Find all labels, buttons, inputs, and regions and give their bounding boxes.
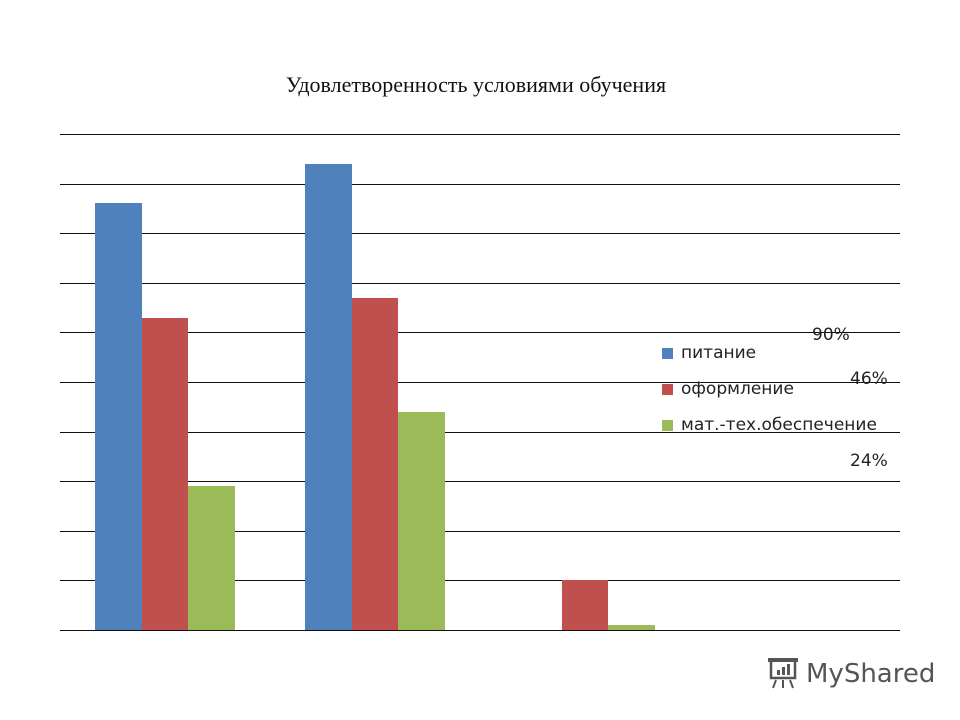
legend-item-oformlenie: оформление	[662, 371, 877, 407]
gridline	[60, 431, 900, 433]
watermark-text: MyShared	[806, 659, 936, 689]
chart-title: Удовлетворенность условиями обучения	[285, 72, 667, 97]
bar-2-3	[398, 411, 446, 630]
gridline	[60, 183, 900, 185]
bar-1-1	[95, 203, 142, 630]
bar-1-3	[188, 486, 236, 630]
bar-3-3	[608, 625, 656, 630]
annotation-90: 90%	[812, 325, 850, 345]
gridline	[60, 233, 900, 235]
legend-item-mat-teh: мат.-тех.обеспечение	[662, 407, 877, 443]
gridline	[60, 134, 900, 135]
legend: питание оформление мат.-тех.обеспечение	[662, 335, 877, 443]
legend-label: питание	[681, 343, 757, 363]
bar-2-2	[351, 297, 399, 630]
gridline	[60, 332, 900, 334]
legend-label: мат.-тех.обеспечение	[681, 415, 877, 435]
bar-3-2	[561, 580, 609, 630]
annotation-46: 46%	[850, 369, 888, 389]
legend-label: оформление	[681, 379, 794, 399]
legend-swatch-blue	[662, 347, 673, 359]
gridline	[60, 580, 900, 582]
legend-swatch-red	[662, 383, 673, 395]
annotation-24: 24%	[850, 451, 888, 471]
legend-item-pitanie: питание	[662, 335, 877, 371]
gridline	[60, 481, 900, 483]
watermark: MyShared	[766, 656, 935, 692]
gridline	[60, 630, 900, 631]
gridline	[60, 382, 900, 383]
bar-2-1	[305, 163, 352, 630]
legend-swatch-green	[662, 419, 673, 431]
plot-area	[60, 134, 900, 631]
bar-1-2	[141, 317, 189, 630]
gridline	[60, 530, 900, 532]
presentation-board-icon	[768, 658, 798, 689]
gridline	[60, 282, 900, 284]
